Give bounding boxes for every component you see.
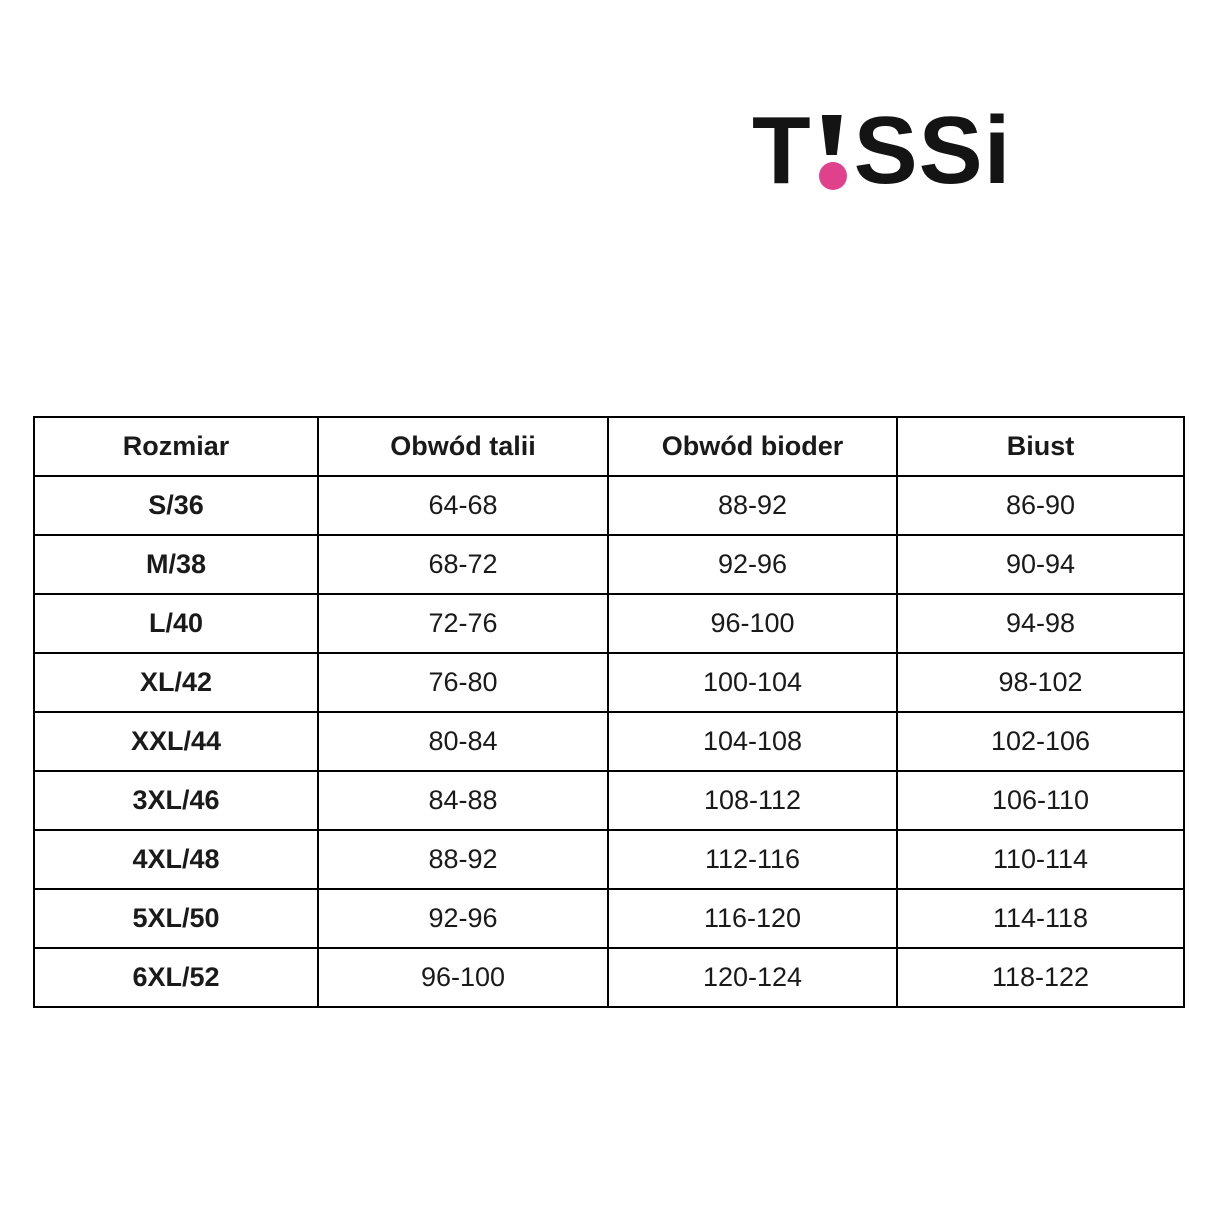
measurement-cell: 96-100 <box>607 593 898 654</box>
measurement-cell: 92-96 <box>607 534 898 595</box>
column-header: Obwód bioder <box>607 416 898 477</box>
measurement-cell: 86-90 <box>896 475 1185 536</box>
size-label-cell: 4XL/48 <box>33 829 319 890</box>
header-row: Rozmiar Obwód talii Obwód bioder Biust <box>33 416 1185 477</box>
measurement-cell: 102-106 <box>896 711 1185 772</box>
size-row: S/36 64-68 88-92 86-90 <box>33 475 1185 536</box>
size-label-cell: 5XL/50 <box>33 888 319 949</box>
brand-logo: T SSi <box>752 103 1011 199</box>
size-row: 6XL/52 96-100 120-124 118-122 <box>33 947 1185 1008</box>
size-label-cell: 6XL/52 <box>33 947 319 1008</box>
measurement-cell: 92-96 <box>317 888 609 949</box>
measurement-cell: 98-102 <box>896 652 1185 713</box>
column-header: Biust <box>896 416 1185 477</box>
size-label-cell: S/36 <box>33 475 319 536</box>
logo-exclamation-stem <box>821 115 842 155</box>
measurement-cell: 104-108 <box>607 711 898 772</box>
measurement-cell: 106-110 <box>896 770 1185 831</box>
size-row: L/40 72-76 96-100 94-98 <box>33 593 1185 654</box>
logo-exclamation-mark <box>818 115 847 190</box>
logo-exclamation-dot <box>818 162 847 190</box>
measurement-cell: 96-100 <box>317 947 609 1008</box>
measurement-cell: 110-114 <box>896 829 1185 890</box>
measurement-cell: 112-116 <box>607 829 898 890</box>
size-row: M/38 68-72 92-96 90-94 <box>33 534 1185 595</box>
measurement-cell: 84-88 <box>317 770 609 831</box>
measurement-cell: 88-92 <box>317 829 609 890</box>
size-label-cell: M/38 <box>33 534 319 595</box>
logo-text-prefix: T <box>752 97 812 204</box>
size-label-cell: 3XL/46 <box>33 770 319 831</box>
size-row: 4XL/48 88-92 112-116 110-114 <box>33 829 1185 890</box>
size-row: 5XL/50 92-96 116-120 114-118 <box>33 888 1185 949</box>
measurement-cell: 120-124 <box>607 947 898 1008</box>
measurement-cell: 118-122 <box>896 947 1185 1008</box>
measurement-cell: 76-80 <box>317 652 609 713</box>
measurement-cell: 68-72 <box>317 534 609 595</box>
column-header: Rozmiar <box>33 416 319 477</box>
logo-text-suffix: SSi <box>853 97 1012 204</box>
measurement-cell: 90-94 <box>896 534 1185 595</box>
size-row: 3XL/46 84-88 108-112 106-110 <box>33 770 1185 831</box>
size-row: XXL/44 80-84 104-108 102-106 <box>33 711 1185 772</box>
size-label-cell: L/40 <box>33 593 319 654</box>
measurement-cell: 116-120 <box>607 888 898 949</box>
measurement-cell: 72-76 <box>317 593 609 654</box>
size-row: XL/42 76-80 100-104 98-102 <box>33 652 1185 713</box>
size-label-cell: XL/42 <box>33 652 319 713</box>
measurement-cell: 94-98 <box>896 593 1185 654</box>
measurement-cell: 64-68 <box>317 475 609 536</box>
measurement-cell: 114-118 <box>896 888 1185 949</box>
measurement-cell: 88-92 <box>607 475 898 536</box>
measurement-cell: 108-112 <box>607 770 898 831</box>
size-label-cell: XXL/44 <box>33 711 319 772</box>
measurement-cell: 80-84 <box>317 711 609 772</box>
measurement-cell: 100-104 <box>607 652 898 713</box>
size-table: Rozmiar Obwód talii Obwód bioder Biust S/36 6… <box>33 416 1185 1008</box>
column-header: Obwód talii <box>317 416 609 477</box>
